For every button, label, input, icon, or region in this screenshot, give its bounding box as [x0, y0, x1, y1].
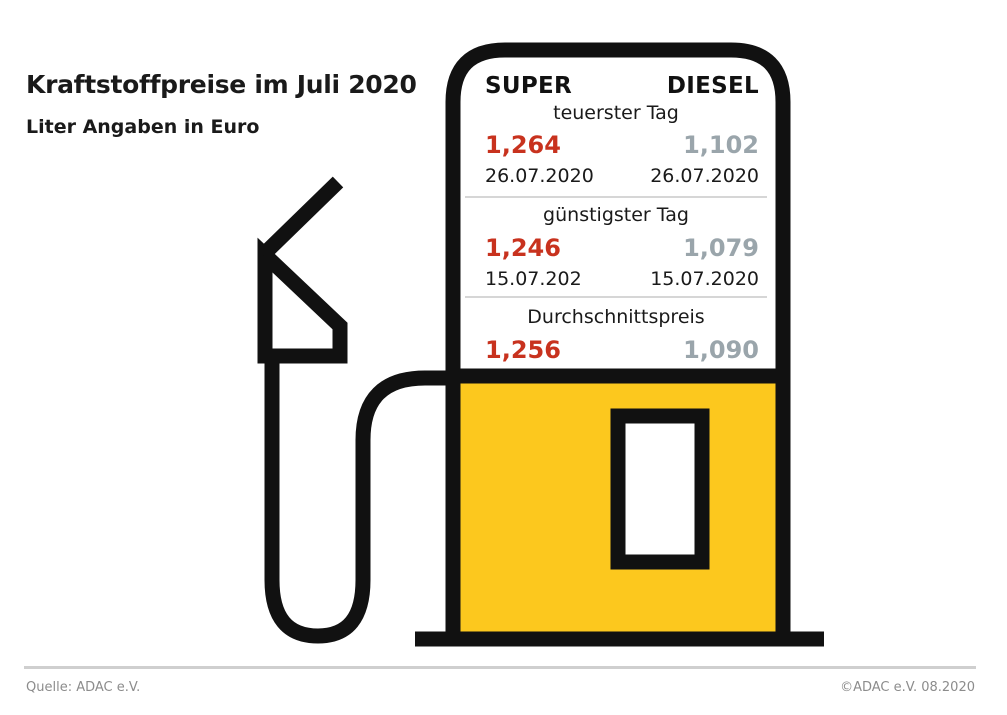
section-divider: [465, 296, 767, 298]
footer-divider: [24, 666, 976, 669]
diesel-date-cheapest: 15.07.2020: [650, 268, 759, 290]
chart-title: Kraftstoffpreise im Juli 2020: [26, 70, 417, 99]
diesel-price-cheapest: 1,079: [683, 234, 759, 262]
footer-copyright: ©ADAC e.V. 08.2020: [840, 680, 975, 695]
super-price-average: 1,256: [485, 336, 561, 364]
fuel-nozzle-icon: [257, 176, 348, 364]
nozzle-handle: [257, 237, 348, 364]
diesel-date-expensive: 26.07.2020: [650, 165, 759, 187]
nozzle-spout: [257, 176, 344, 261]
column-header-diesel: DIESEL: [666, 73, 759, 99]
footer-source: Quelle: ADAC e.V.: [26, 680, 141, 695]
section-label-cheapest: günstigster Tag: [543, 204, 689, 226]
section-label-expensive: teuerster Tag: [553, 102, 679, 124]
super-date-cheapest: 15.07.202: [485, 268, 582, 290]
super-price-expensive: 1,264: [485, 131, 561, 159]
pump-outline: [445, 42, 791, 636]
column-header-super: SUPER: [485, 73, 573, 99]
super-price-cheapest: 1,246: [485, 234, 561, 262]
diesel-price-expensive: 1,102: [683, 131, 759, 159]
chart-subtitle: Liter Angaben in Euro: [26, 116, 260, 138]
section-label-average: Durchschnittspreis: [527, 306, 705, 328]
section-divider: [465, 196, 767, 198]
super-date-expensive: 26.07.2020: [485, 165, 594, 187]
pump-hose: [264, 356, 453, 644]
pump-window: [610, 408, 710, 570]
diesel-price-average: 1,090: [683, 336, 759, 364]
price-display: SUPER DIESEL teuerster Tag 1,264 1,102 2…: [465, 70, 767, 370]
